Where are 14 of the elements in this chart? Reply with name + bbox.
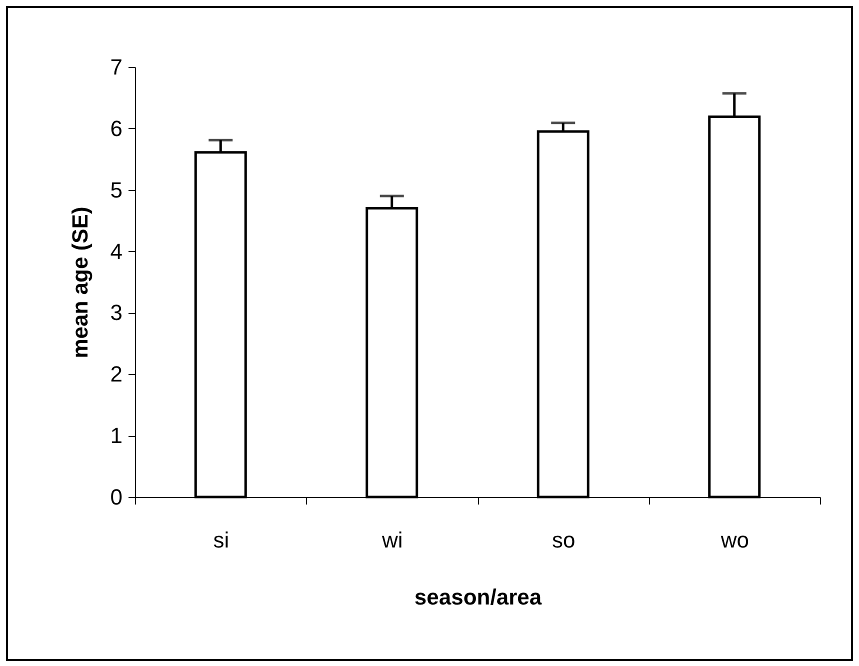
x-tick-label: wo: [720, 528, 749, 552]
y-tick-label: 5: [110, 177, 122, 202]
y-tick-label: 0: [110, 484, 122, 510]
y-tick-label: 7: [110, 54, 122, 80]
y-tick-label: 2: [110, 362, 122, 387]
y-tick-label: 1: [110, 423, 122, 448]
x-axis-title: season/area: [414, 584, 542, 610]
x-tick-label: si: [213, 528, 230, 552]
y-tick-label: 4: [110, 238, 122, 264]
y-tick-label: 6: [110, 116, 122, 141]
x-tick-label: wi: [380, 528, 403, 552]
y-axis-title: mean age (SE): [67, 206, 92, 358]
x-tick-label: so: [552, 528, 576, 552]
y-tick-label: 3: [110, 300, 122, 326]
